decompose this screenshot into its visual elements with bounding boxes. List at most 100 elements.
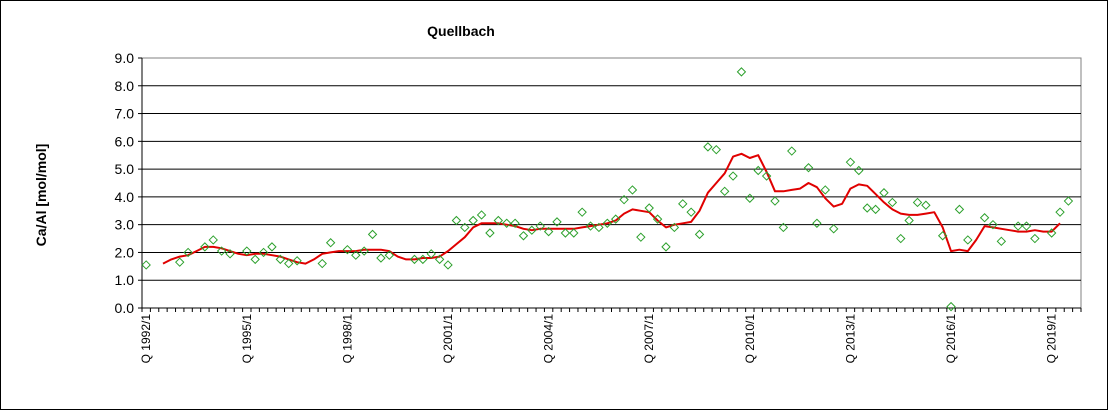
data-point xyxy=(879,188,889,198)
series-line xyxy=(162,152,1061,265)
y-tick-label: 9.0 xyxy=(115,50,135,66)
data-point xyxy=(325,238,336,248)
data-point xyxy=(828,224,839,234)
data-point xyxy=(937,231,948,241)
data-point xyxy=(250,254,260,265)
x-tick-label: Q 2001/1 xyxy=(441,314,455,364)
data-point xyxy=(367,229,378,240)
data-point xyxy=(787,146,797,156)
y-tick-label: 3.0 xyxy=(115,217,135,233)
data-point xyxy=(409,254,420,265)
x-tick-label: Q 2004/1 xyxy=(542,314,556,364)
data-point xyxy=(543,226,554,237)
data-point xyxy=(284,258,294,269)
y-tick-label: 2.0 xyxy=(115,244,135,260)
data-point xyxy=(1013,221,1023,231)
series-markers xyxy=(141,67,1074,312)
data-point xyxy=(342,244,353,255)
data-point xyxy=(627,185,638,195)
data-point xyxy=(359,246,369,256)
data-point xyxy=(434,254,445,265)
data-point xyxy=(745,193,755,203)
data-point xyxy=(812,218,822,228)
y-tick-label: 1.0 xyxy=(115,272,135,288)
data-point xyxy=(778,222,789,233)
data-point xyxy=(585,221,596,231)
x-tick-label: Q 2007/1 xyxy=(642,314,656,364)
plot-area xyxy=(141,57,1082,309)
data-point xyxy=(1055,207,1065,217)
data-point xyxy=(292,256,302,266)
series-lines xyxy=(162,152,1061,265)
data-point xyxy=(225,249,235,259)
data-point xyxy=(351,250,361,260)
data-point xyxy=(946,301,956,312)
data-point xyxy=(569,228,579,238)
data-point xyxy=(552,217,562,227)
data-point xyxy=(996,236,1007,247)
data-point xyxy=(501,218,512,228)
data-point xyxy=(1030,233,1040,244)
data-point xyxy=(703,142,713,152)
data-point xyxy=(711,144,722,155)
data-point xyxy=(652,214,663,224)
data-point xyxy=(200,242,210,252)
data-point xyxy=(175,257,185,267)
data-point xyxy=(862,203,872,213)
data-point xyxy=(610,214,621,224)
data-point xyxy=(1046,228,1057,238)
data-point xyxy=(560,228,571,238)
data-point xyxy=(678,199,688,209)
data-point xyxy=(317,258,327,269)
data-point xyxy=(1063,196,1074,206)
data-point xyxy=(468,215,478,226)
x-tick-label: Q 1992/1 xyxy=(139,314,153,364)
data-point xyxy=(988,219,998,230)
data-point xyxy=(669,222,680,233)
data-point xyxy=(887,197,898,208)
x-tick-label: Q 2016/1 xyxy=(944,314,958,364)
data-point xyxy=(904,215,914,226)
data-point xyxy=(921,200,931,210)
data-point xyxy=(141,260,151,270)
data-point xyxy=(258,247,269,258)
data-point xyxy=(426,249,436,259)
data-point xyxy=(912,197,923,208)
data-point xyxy=(1021,221,1032,231)
data-point xyxy=(728,171,738,181)
data-point xyxy=(476,210,487,220)
x-tick-label: Q 2010/1 xyxy=(743,314,757,364)
data-point xyxy=(518,231,529,241)
x-tick-label: Q 2013/1 xyxy=(843,314,857,364)
data-point xyxy=(686,207,696,217)
data-point xyxy=(577,207,587,217)
data-point xyxy=(820,185,830,195)
x-tick-label: Q 1995/1 xyxy=(240,314,254,364)
data-point xyxy=(753,165,763,176)
data-point xyxy=(979,213,990,223)
chart-title: Quellbach xyxy=(427,23,495,39)
y-tick-label: 7.0 xyxy=(115,106,135,122)
y-tick-label: 8.0 xyxy=(115,78,135,94)
data-point xyxy=(694,229,705,240)
data-point xyxy=(485,228,495,238)
data-point xyxy=(418,254,428,265)
data-point xyxy=(602,218,613,228)
data-point xyxy=(896,233,906,244)
data-point xyxy=(963,235,973,245)
gridlines xyxy=(142,85,1081,281)
data-point xyxy=(267,242,277,252)
data-point xyxy=(183,247,193,258)
data-point xyxy=(535,221,545,231)
data-point xyxy=(854,165,864,176)
data-point xyxy=(493,215,504,226)
data-point xyxy=(510,218,520,228)
data-point xyxy=(242,246,252,256)
data-point xyxy=(594,222,604,233)
x-tick-label: Q 2019/1 xyxy=(1045,314,1059,364)
data-point xyxy=(870,204,881,215)
data-point xyxy=(527,225,537,235)
data-point xyxy=(636,232,646,242)
data-point xyxy=(275,254,286,265)
